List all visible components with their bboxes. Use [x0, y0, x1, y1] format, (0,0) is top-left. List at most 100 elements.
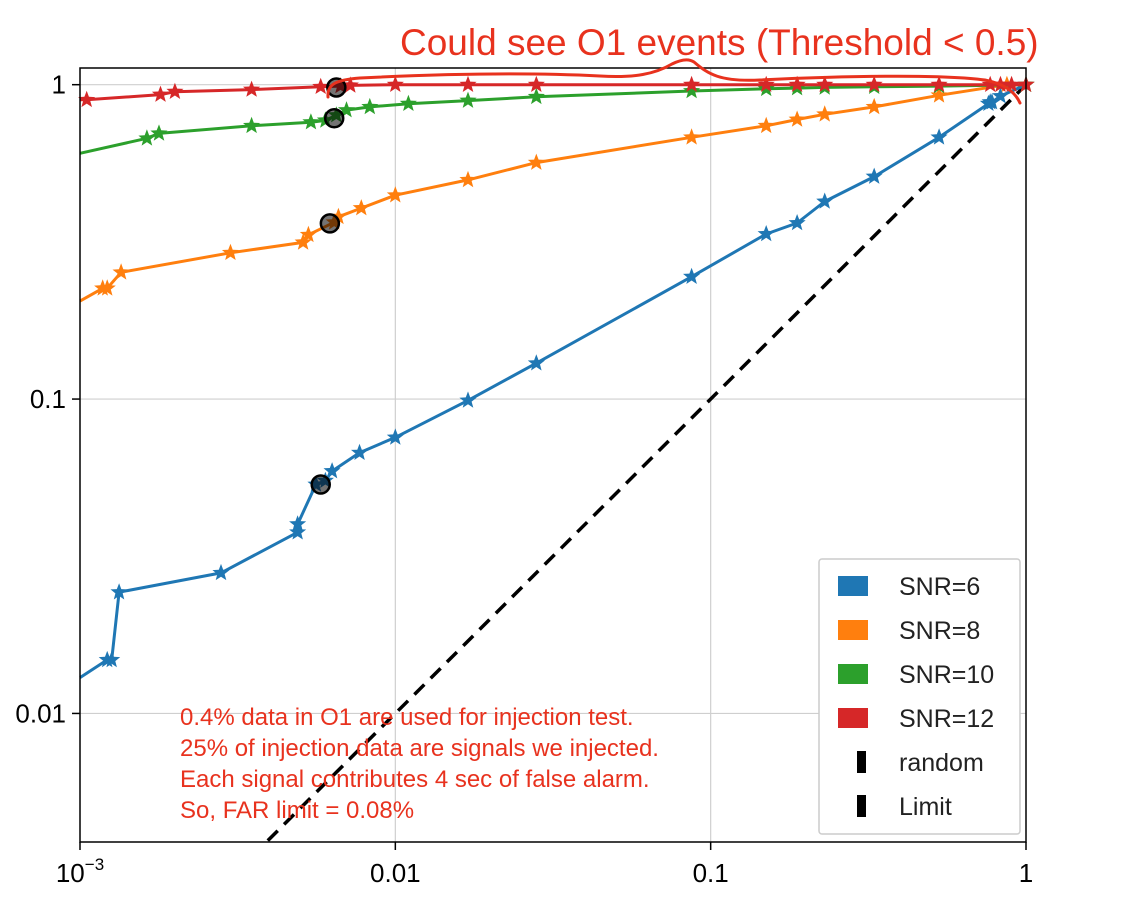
legend-swatch — [857, 795, 866, 817]
data-point-star — [289, 515, 307, 532]
data-point-star — [361, 97, 379, 115]
data-point-star — [930, 75, 948, 92]
data-point-star — [352, 199, 370, 216]
legend-swatch — [838, 664, 868, 684]
data-point-star — [788, 214, 806, 231]
data-point-star — [459, 75, 477, 92]
data-point-star — [329, 207, 347, 225]
data-point-star — [138, 129, 156, 146]
data-point-star — [221, 243, 239, 260]
annotation-note-line: 0.4% data in O1 are used for injection t… — [180, 704, 634, 731]
annotations: Could see O1 events (Threshold < 0.5) 0.4… — [180, 22, 1039, 824]
limit-marker — [326, 77, 347, 98]
data-point-star — [788, 75, 806, 92]
data-point-star — [98, 279, 116, 296]
data-point-star — [788, 110, 806, 127]
legend-label: Limit — [899, 793, 952, 821]
data-point-star — [930, 86, 948, 103]
data-point-star — [112, 263, 130, 280]
data-point-star — [865, 167, 883, 184]
limit-marker — [319, 213, 341, 234]
annotation-bracket — [326, 58, 1022, 105]
data-point-star — [351, 443, 369, 460]
legend-swatch — [838, 620, 868, 640]
data-point-star — [816, 75, 834, 92]
data-point-star — [78, 90, 96, 108]
reference-lines — [266, 83, 1028, 842]
data-point-star — [683, 82, 701, 99]
plot-frame — [79, 67, 1027, 843]
data-point-star — [683, 267, 701, 284]
legend-label: SNR=8 — [899, 617, 980, 645]
data-point-star — [1003, 75, 1021, 92]
data-point-star — [757, 225, 775, 242]
y-tick-label: 0.1 — [30, 384, 66, 414]
data-point-star — [386, 186, 404, 203]
legend-swatch — [838, 576, 868, 596]
data-point-star — [459, 391, 477, 408]
data-point-star — [527, 354, 545, 371]
data-point-star — [816, 192, 834, 209]
data-point-star — [386, 428, 404, 445]
x-tick-label: 0.01 — [370, 858, 421, 888]
data-point-star — [151, 85, 170, 102]
data-point-star — [865, 75, 883, 92]
annotation-top: Could see O1 events (Threshold < 0.5) — [400, 22, 1039, 63]
data-point-star — [757, 75, 775, 92]
legend-label: SNR=12 — [899, 705, 994, 733]
legend: SNR=6 SNR=8 SNR=10 SNR=12 random Limit — [818, 558, 1021, 835]
x-tick-label: 0.1 — [693, 858, 729, 888]
data-point-star — [337, 101, 355, 118]
axis-ticks: 10−3 0.01 0.1 1 0.01 0.1 1 — [15, 70, 1033, 888]
data-point-star — [983, 93, 1001, 110]
data-point-star — [527, 75, 545, 92]
limit-marker — [323, 108, 345, 129]
data-point-star — [683, 128, 701, 145]
data-point-star — [212, 563, 230, 581]
data-point-star — [459, 91, 477, 108]
data-point-star — [527, 153, 545, 170]
x-tick-label: 10−3 — [56, 855, 104, 888]
legend-label: SNR=10 — [899, 661, 994, 689]
legend-swatch — [838, 708, 868, 728]
data-point-star — [289, 523, 307, 540]
limit-markers — [310, 77, 347, 495]
data-point-star — [243, 80, 261, 97]
data-point-star — [299, 225, 317, 243]
data-point-star — [302, 113, 320, 130]
data-point-star — [981, 75, 999, 92]
legend-label: random — [899, 749, 984, 777]
annotation-note-line: Each signal contributes 4 sec of false a… — [180, 766, 650, 793]
data-point-star — [243, 116, 261, 134]
data-point-star — [527, 87, 545, 105]
limit-marker — [310, 474, 331, 495]
annotation-note-line: So, FAR limit = 0.08% — [180, 797, 414, 824]
x-tick-label: 1 — [1019, 858, 1033, 888]
data-point-star — [150, 124, 168, 141]
data-point-star — [757, 116, 775, 134]
annotation-note-line: 25% of injection data are signals we inj… — [180, 735, 659, 762]
data-point-star — [816, 105, 834, 122]
series-snr-6 — [79, 75, 1035, 679]
data-point-star — [294, 233, 312, 250]
data-point-star — [991, 87, 1009, 104]
legend-label: SNR=6 — [899, 573, 980, 601]
legend-box — [818, 558, 1021, 835]
legend-swatch — [857, 751, 866, 773]
data-point-star — [312, 77, 330, 94]
data-point-star — [341, 76, 359, 93]
data-point-star — [166, 82, 184, 99]
y-tick-label: 0.01 — [15, 698, 66, 728]
data-point-star — [110, 583, 128, 600]
data-point-star — [459, 170, 477, 188]
data-point-star — [865, 97, 883, 115]
data-point-star — [683, 75, 701, 92]
data-point-star — [399, 94, 417, 111]
y-tick-label: 1 — [52, 70, 66, 100]
data-point-star — [323, 462, 341, 479]
data-point-star — [930, 128, 948, 145]
random-reference-line — [266, 83, 1028, 842]
data-point-star — [386, 75, 404, 92]
data-point-star — [103, 650, 121, 668]
